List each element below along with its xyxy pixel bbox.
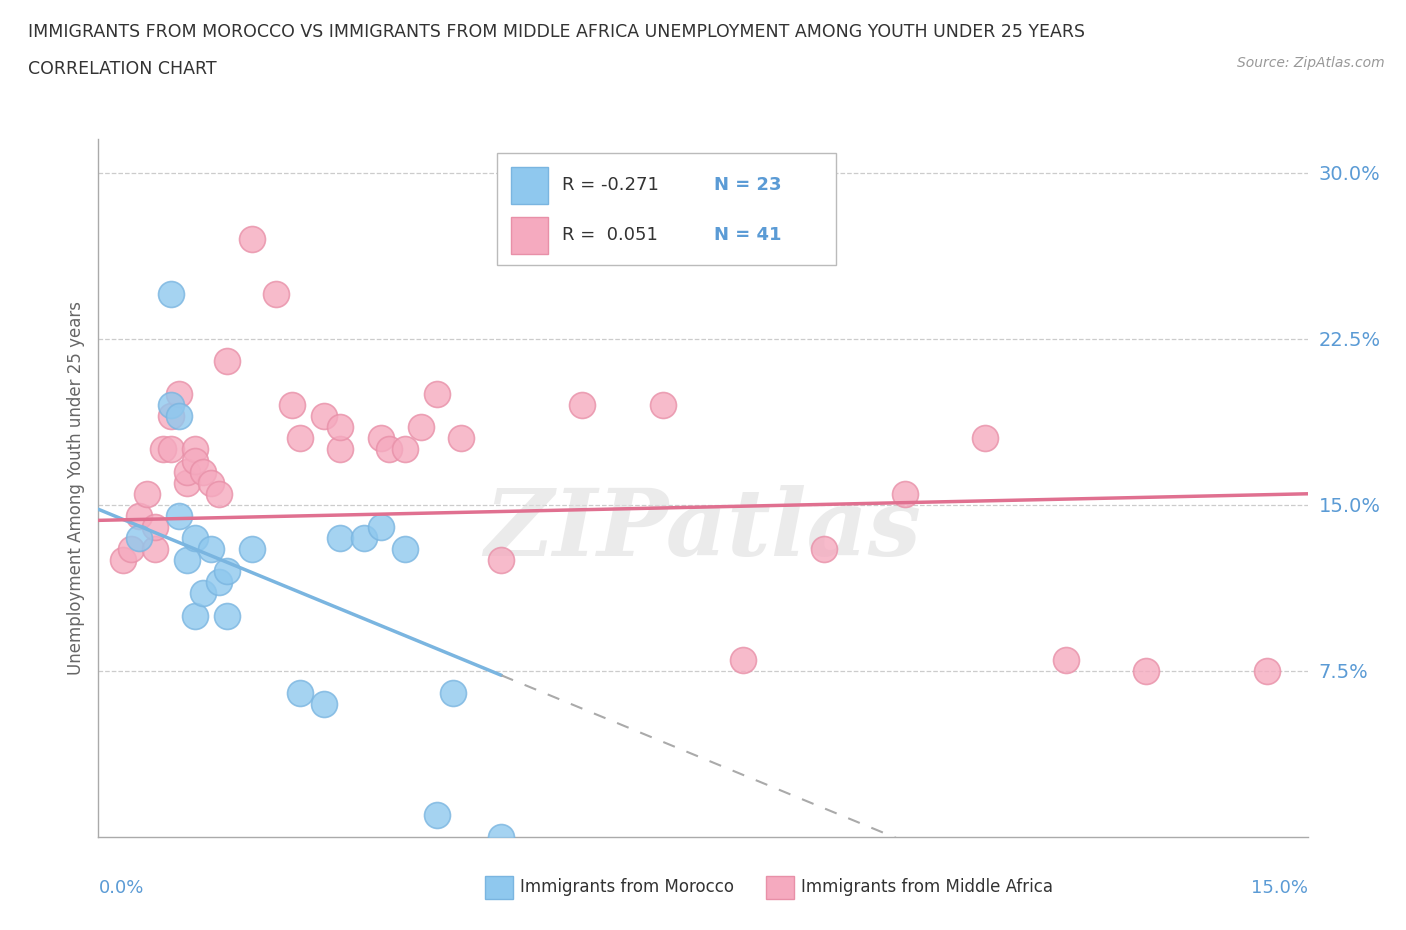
- Point: [409, 420, 432, 435]
- Point: [152, 442, 174, 457]
- Text: Immigrants from Middle Africa: Immigrants from Middle Africa: [801, 878, 1053, 897]
- Point: [651, 398, 673, 413]
- Point: [571, 398, 593, 413]
- Point: [184, 531, 207, 546]
- Y-axis label: Unemployment Among Youth under 25 years: Unemployment Among Youth under 25 years: [66, 301, 84, 675]
- Point: [370, 431, 392, 445]
- Point: [441, 685, 464, 700]
- Point: [394, 442, 416, 457]
- Point: [1256, 663, 1278, 678]
- Point: [893, 486, 915, 501]
- Text: Source: ZipAtlas.com: Source: ZipAtlas.com: [1237, 56, 1385, 70]
- Point: [377, 442, 399, 457]
- Point: [240, 232, 263, 246]
- Point: [120, 541, 142, 556]
- Point: [370, 520, 392, 535]
- Point: [1135, 663, 1157, 678]
- Point: [426, 807, 449, 822]
- Text: Immigrants from Morocco: Immigrants from Morocco: [520, 878, 734, 897]
- Point: [217, 353, 239, 368]
- Point: [176, 552, 198, 567]
- Point: [160, 287, 183, 302]
- Point: [143, 541, 166, 556]
- Point: [208, 575, 231, 590]
- Point: [281, 398, 304, 413]
- Point: [167, 509, 190, 524]
- Point: [217, 608, 239, 623]
- Point: [1054, 653, 1077, 668]
- Point: [314, 409, 336, 424]
- Point: [128, 509, 150, 524]
- Point: [193, 464, 215, 479]
- Text: 15.0%: 15.0%: [1250, 879, 1308, 897]
- Point: [491, 830, 513, 844]
- Point: [200, 541, 222, 556]
- Point: [111, 552, 134, 567]
- Text: ZIPatlas: ZIPatlas: [485, 485, 921, 575]
- Point: [288, 431, 311, 445]
- Point: [167, 387, 190, 402]
- Point: [314, 697, 336, 711]
- Point: [200, 475, 222, 490]
- Point: [329, 420, 352, 435]
- Point: [143, 520, 166, 535]
- Point: [353, 531, 375, 546]
- Point: [160, 442, 183, 457]
- Point: [184, 608, 207, 623]
- Point: [394, 541, 416, 556]
- Point: [184, 442, 207, 457]
- Point: [733, 653, 755, 668]
- Text: CORRELATION CHART: CORRELATION CHART: [28, 60, 217, 78]
- Point: [450, 431, 472, 445]
- Point: [491, 552, 513, 567]
- Point: [264, 287, 287, 302]
- Point: [184, 453, 207, 468]
- Point: [813, 541, 835, 556]
- Point: [208, 486, 231, 501]
- Point: [240, 541, 263, 556]
- Point: [135, 486, 157, 501]
- Point: [128, 531, 150, 546]
- Text: IMMIGRANTS FROM MOROCCO VS IMMIGRANTS FROM MIDDLE AFRICA UNEMPLOYMENT AMONG YOUT: IMMIGRANTS FROM MOROCCO VS IMMIGRANTS FR…: [28, 23, 1085, 41]
- Point: [329, 442, 352, 457]
- Point: [329, 531, 352, 546]
- Point: [176, 464, 198, 479]
- Text: 0.0%: 0.0%: [98, 879, 143, 897]
- Point: [974, 431, 997, 445]
- Point: [167, 409, 190, 424]
- Point: [288, 685, 311, 700]
- Point: [160, 409, 183, 424]
- Point: [176, 475, 198, 490]
- Point: [217, 564, 239, 578]
- Point: [193, 586, 215, 601]
- Point: [160, 398, 183, 413]
- Point: [426, 387, 449, 402]
